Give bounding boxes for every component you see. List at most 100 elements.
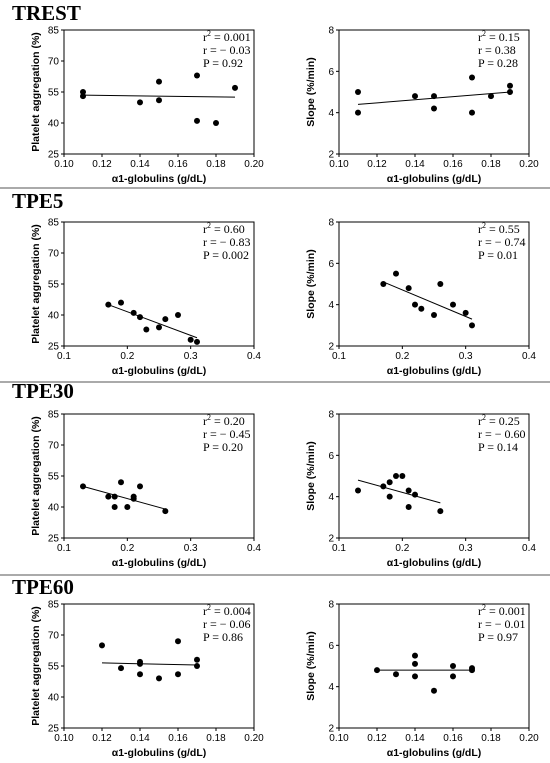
data-point xyxy=(194,117,200,124)
y-tick-label: 4 xyxy=(328,492,334,503)
data-point xyxy=(80,483,86,490)
x-axis-label: α1-globulins (g/dL) xyxy=(112,557,207,569)
stat-p: P = 0.92 xyxy=(203,56,243,70)
x-axis-label: α1-globulins (g/dL) xyxy=(112,747,207,759)
data-point xyxy=(156,78,162,85)
y-tick-label: 55 xyxy=(48,472,60,483)
y-tick-label: 2 xyxy=(328,150,334,161)
scatter-panel: 0.10 0.12 0.14 0.16 0.18 0.20 25 40 55 70 85 α1-glo… xyxy=(30,26,264,186)
stat-r: r = − 0.45 xyxy=(203,427,251,441)
data-point xyxy=(393,473,399,479)
scatter-panel: 0.1 0.2 0.3 0.4 25 40 55 70 85 α1-globulins (g/dL… xyxy=(30,218,261,378)
data-point xyxy=(156,97,162,104)
x-tick-label: 0.4 xyxy=(522,351,536,362)
chart-panels: 0.10 0.12 0.14 0.16 0.18 0.202540557085α1-glo… xyxy=(30,26,539,760)
y-tick-label: 40 xyxy=(48,503,60,514)
x-tick-label: 0.12 xyxy=(367,159,387,170)
data-point xyxy=(194,663,200,669)
stat-p: P = 0.86 xyxy=(203,630,243,644)
x-tick-label: 0.20 xyxy=(519,733,539,744)
x-tick-label: 0.18 xyxy=(206,159,226,170)
scatter-panel: 0.1 0.2 0.3 0.4 2 4 6 8 α1-globulins (g/dL) Slope… xyxy=(305,218,536,378)
scatter-panel: 0.1 0.2 0.3 0.4 2 4 6 8 α1-globulins (g/dL) Slope… xyxy=(305,410,536,570)
data-point xyxy=(437,508,444,515)
data-point xyxy=(469,322,475,329)
data-point xyxy=(194,656,200,663)
y-tick-label: 4 xyxy=(328,300,334,311)
data-point xyxy=(162,316,169,323)
y-tick-label: 85 xyxy=(48,600,60,611)
y-axis-label: Slope (%/min) xyxy=(305,249,317,318)
x-tick-label: 0.1 xyxy=(57,351,71,362)
x-tick-label: 0.16 xyxy=(168,159,188,170)
x-tick-label: 0.18 xyxy=(481,733,501,744)
data-point xyxy=(507,82,513,89)
y-axis-label: Slope (%/min) xyxy=(305,631,317,700)
y-axis-label: Slope (%/min) xyxy=(305,441,317,510)
y-tick-label: 6 xyxy=(328,451,334,462)
data-point xyxy=(412,660,418,667)
data-point xyxy=(412,93,418,100)
regression-line xyxy=(82,94,236,98)
data-point xyxy=(118,479,124,486)
y-axis-label: Platelet aggregation (%) xyxy=(30,416,42,536)
y-axis-label: Slope (%/min) xyxy=(305,57,317,126)
data-point xyxy=(175,312,181,318)
x-tick-label: 0.12 xyxy=(92,159,112,170)
x-tick-label: 0.2 xyxy=(395,351,409,362)
x-tick-label: 0.10 xyxy=(329,159,349,170)
data-point xyxy=(431,312,437,318)
y-tick-label: 85 xyxy=(48,410,60,421)
y-tick-label: 8 xyxy=(328,410,334,421)
y-tick-label: 4 xyxy=(328,108,334,119)
y-tick-label: 85 xyxy=(48,218,60,229)
data-point xyxy=(507,89,513,95)
data-point xyxy=(137,314,143,321)
y-tick-label: 70 xyxy=(48,441,60,452)
x-tick-label: 0.2 xyxy=(120,351,134,362)
data-point xyxy=(399,473,406,479)
data-point xyxy=(437,281,444,287)
regression-line xyxy=(101,662,198,666)
data-point xyxy=(187,336,194,343)
data-point xyxy=(412,673,418,680)
regression-line xyxy=(383,281,473,320)
stat-p: P = 0.97 xyxy=(478,630,518,644)
data-point xyxy=(450,673,456,680)
x-tick-label: 0.3 xyxy=(459,543,473,554)
data-point xyxy=(111,493,118,500)
data-point xyxy=(194,338,200,345)
data-point xyxy=(118,665,124,672)
y-tick-label: 4 xyxy=(328,682,334,693)
data-point xyxy=(105,493,112,500)
y-tick-label: 6 xyxy=(328,259,334,270)
y-tick-label: 70 xyxy=(48,631,60,642)
data-point xyxy=(469,109,475,116)
y-tick-label: 70 xyxy=(48,249,60,260)
y-tick-label: 25 xyxy=(48,150,60,161)
data-point xyxy=(412,491,418,498)
data-point xyxy=(450,663,456,669)
x-axis-label: α1-globulins (g/dL) xyxy=(112,173,207,185)
data-point xyxy=(194,72,200,79)
data-point xyxy=(412,301,418,308)
data-point xyxy=(393,270,399,277)
x-tick-label: 0.10 xyxy=(54,159,74,170)
stat-p: P = 0.14 xyxy=(478,440,518,454)
section-title-tpe30: TPE30 xyxy=(12,379,74,403)
stat-r-squared: r2 = 0.001 xyxy=(478,603,526,618)
stat-r-squared: r2 = 0.20 xyxy=(203,413,245,428)
x-tick-label: 0.20 xyxy=(244,733,264,744)
y-axis-label: Platelet aggregation (%) xyxy=(30,32,42,152)
plot-frame xyxy=(338,603,530,729)
x-tick-label: 0.14 xyxy=(405,159,425,170)
stat-p: P = 0.01 xyxy=(478,248,518,262)
x-tick-label: 0.10 xyxy=(54,733,74,744)
x-tick-label: 0.4 xyxy=(522,543,536,554)
y-tick-label: 6 xyxy=(328,641,334,652)
y-tick-label: 40 xyxy=(48,311,60,322)
y-tick-label: 2 xyxy=(328,534,334,545)
data-point xyxy=(143,326,150,333)
y-tick-label: 8 xyxy=(328,26,334,37)
